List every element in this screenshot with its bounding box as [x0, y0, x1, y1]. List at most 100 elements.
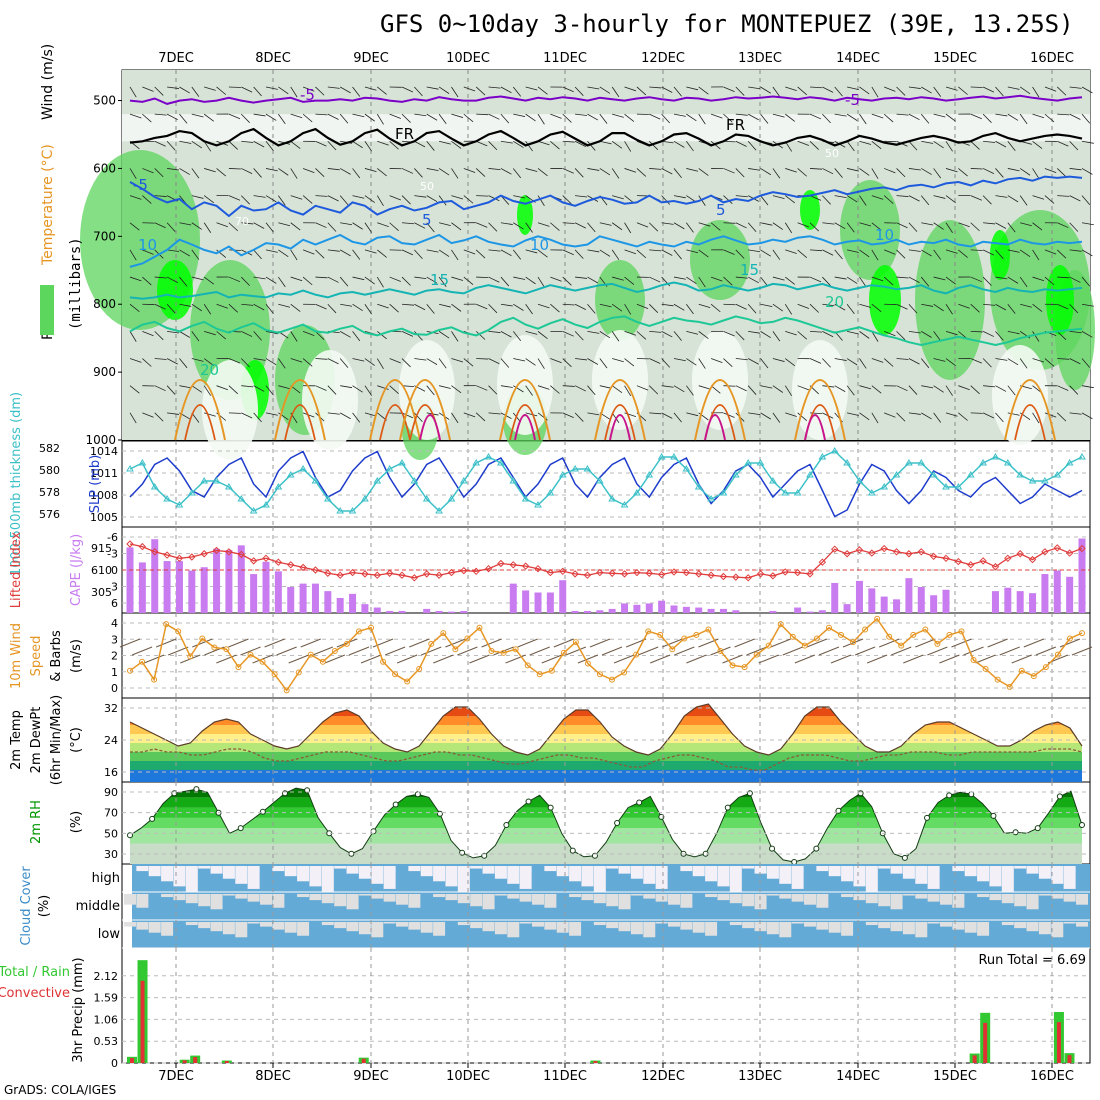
wind-barb: [1081, 276, 1091, 287]
wind-barb: [723, 412, 735, 418]
wind-barb: [920, 358, 930, 369]
precip-tick-label: 1.59: [94, 992, 119, 1005]
date-label-bottom: 9DEC: [353, 1069, 389, 1084]
wind-speed-point: [1018, 667, 1025, 674]
thickness-point: [361, 495, 369, 502]
wind-barb: [782, 646, 803, 656]
wind-barb: [253, 276, 266, 280]
wind-barb: [1044, 86, 1057, 92]
wind-barb: [451, 140, 462, 149]
wind-barb: [648, 140, 659, 151]
wind-barb: [191, 385, 203, 393]
wind-barb: [772, 86, 781, 97]
wind-barb: [290, 358, 303, 363]
wind-barb: [154, 412, 164, 422]
wind-barb: [377, 331, 387, 340]
wind-barb: [772, 222, 784, 230]
cloud-cell: [754, 922, 767, 932]
wind-barb: [469, 654, 490, 664]
cloud-cell: [235, 866, 248, 884]
wind-barb: [772, 168, 781, 179]
wind-barb: [758, 654, 779, 664]
li-point: [1041, 548, 1049, 556]
wind-barb: [327, 141, 337, 151]
wind-barb: [327, 195, 339, 202]
wind-barb: [673, 86, 682, 97]
wind-barb: [970, 113, 982, 120]
cloud-cell: [1026, 866, 1039, 874]
isotherm-label: -5: [300, 86, 315, 104]
wind-barb: [575, 276, 588, 279]
wind-barb: [179, 249, 190, 257]
panel-label-text: (%): [69, 811, 84, 834]
cloud-cell: [927, 922, 940, 924]
thickness-point: [422, 495, 431, 502]
wind-barb: [1081, 303, 1094, 307]
cloud-cell: [1051, 894, 1064, 899]
cloud-cell: [1001, 866, 1014, 892]
date-label-top: 11DEC: [543, 51, 587, 66]
cloud-cell: [680, 866, 693, 872]
wind-barb: [241, 385, 254, 388]
wind-barb: [661, 140, 674, 144]
y-axis-label: (millibars): [68, 237, 84, 330]
wind-barb: [686, 168, 699, 172]
li-point: [620, 570, 629, 578]
legend-convective: Convective: [0, 986, 70, 1001]
wind-barb: [129, 331, 137, 342]
wind-speed-point: [633, 651, 640, 658]
wind-barb: [451, 168, 459, 179]
wind-barb: [673, 222, 685, 230]
cloud-cell: [643, 866, 656, 884]
wind-barb: [661, 168, 673, 175]
wind-barb: [525, 249, 538, 254]
wind-barb: [822, 358, 831, 368]
rh-point: [259, 808, 266, 815]
wind-barb: [129, 276, 142, 282]
li-point: [1065, 549, 1074, 557]
thickness-point: [645, 471, 654, 478]
isotherm-35C: [419, 414, 441, 441]
wind-barb: [204, 168, 216, 173]
wind-barb: [896, 86, 906, 96]
wind-barb: [1081, 385, 1094, 389]
rh-point: [569, 847, 576, 854]
date-label-bottom: 14DEC: [836, 1069, 880, 1084]
slp-line: [129, 450, 1083, 518]
rh-point: [237, 825, 244, 832]
wind-barb: [315, 249, 325, 259]
isotherm-35C: [514, 414, 536, 441]
wind-barb: [846, 385, 855, 396]
wind-speed-point: [922, 626, 929, 633]
wind-barb: [179, 168, 190, 175]
cloud-cell: [989, 894, 1002, 901]
wind-barb: [574, 140, 586, 148]
cloud-cell: [433, 866, 446, 882]
panel-label: 2m DewPt: [29, 707, 44, 774]
wind-barb: [698, 86, 709, 95]
panel-label: SLP (mb): [88, 455, 103, 514]
wind-barb: [1056, 412, 1067, 422]
wind-barb: [512, 86, 522, 97]
precip-bar-convective: [1056, 1022, 1061, 1063]
wind-barb: [809, 303, 819, 313]
panel-frame-precip: [121, 947, 1091, 1064]
cloud-cell: [890, 866, 903, 874]
wind-barb: [995, 168, 1004, 178]
cloud-cell: [210, 866, 223, 874]
wind-barb: [339, 168, 351, 175]
cloud-cell: [655, 894, 668, 902]
wind-barb: [513, 222, 524, 230]
cloud-cell: [136, 922, 149, 930]
wind-barb: [191, 195, 204, 199]
wind-speed-point: [1066, 635, 1073, 642]
wind-speed-point: [572, 639, 579, 646]
wind-barb: [352, 140, 363, 149]
tick-label: 0: [111, 564, 118, 577]
wind-barb: [488, 141, 498, 151]
wind-barb: [312, 646, 333, 656]
cloud-cell: [606, 866, 619, 869]
wind-speed-point: [982, 665, 989, 672]
panel-label: 10m Wind: [9, 623, 24, 689]
li-point: [670, 568, 678, 576]
